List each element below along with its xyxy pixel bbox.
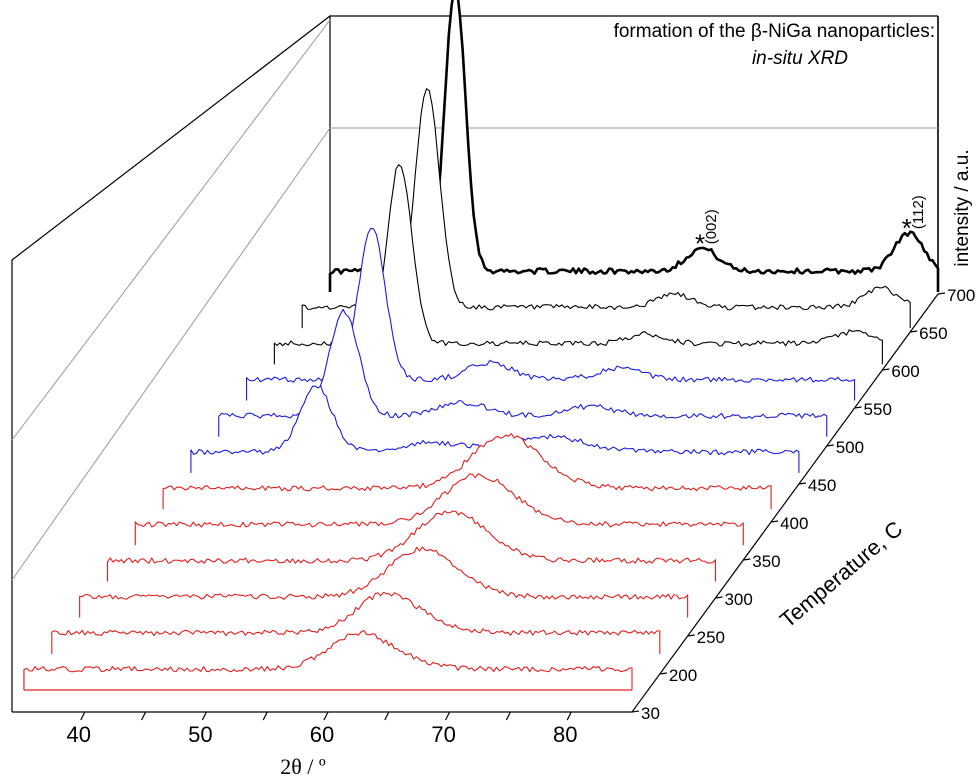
temperature-tick-label: 600 xyxy=(891,362,919,381)
temperature-tick xyxy=(937,292,946,295)
temperature-tick xyxy=(659,672,667,675)
x-minor-tick xyxy=(141,711,147,721)
series-line xyxy=(23,629,633,690)
peak-marker: * xyxy=(902,213,912,243)
xrd-layer-300 xyxy=(106,510,717,582)
temperature-tick-label: 550 xyxy=(864,400,892,419)
x-tick xyxy=(201,711,207,721)
x-minor-tick xyxy=(505,711,511,721)
peak-label: (112) xyxy=(910,195,927,229)
layer-fill xyxy=(218,309,827,437)
series-line xyxy=(51,591,661,654)
xrd-layer-250 xyxy=(79,546,689,618)
peak-annotations: *(011)*(002)*(112) xyxy=(695,195,927,258)
temperature-tick-label: 700 xyxy=(947,286,975,305)
xrd-layer-400 xyxy=(162,433,772,510)
x-tick xyxy=(80,711,86,721)
layer-fill xyxy=(302,88,911,329)
xrd-layer-30 xyxy=(23,629,633,691)
series-line xyxy=(134,473,744,546)
chart-subtitle: in-situ XRD xyxy=(752,48,848,69)
layer-fill xyxy=(246,228,855,401)
x-axis-label: 2θ / º xyxy=(280,754,326,778)
x-tick xyxy=(445,711,451,721)
layer-fill xyxy=(330,0,938,292)
temperature-tick-label: 300 xyxy=(724,590,752,609)
temperature-tick xyxy=(743,558,751,561)
x-tick xyxy=(566,711,572,721)
x-minor-tick xyxy=(384,711,390,721)
layer-fill xyxy=(24,630,632,690)
side-gridline xyxy=(11,127,331,581)
side-wall xyxy=(11,14,331,712)
series-line xyxy=(106,510,717,582)
layer-fill xyxy=(107,511,716,582)
temperature-tick xyxy=(687,634,695,637)
x-tick-label: 80 xyxy=(553,722,577,747)
temperature-tick xyxy=(854,406,862,409)
temperature-tick-label: 650 xyxy=(919,324,947,343)
layer-fill xyxy=(135,473,744,546)
peak-label: (002) xyxy=(703,209,720,244)
xrd-layer-350 xyxy=(134,473,744,546)
temperature-tick xyxy=(631,710,640,713)
temperature-tick xyxy=(910,330,918,333)
peak-marker: * xyxy=(695,228,705,258)
layer-fill xyxy=(79,547,688,618)
series-line xyxy=(162,433,772,510)
temperature-tick xyxy=(798,482,806,485)
x-tick-label: 60 xyxy=(310,722,334,747)
x-minor-tick xyxy=(262,711,268,721)
temperature-tick-label: 250 xyxy=(697,628,725,647)
side-gridline xyxy=(11,19,331,441)
x-tick xyxy=(323,711,329,721)
temperature-tick xyxy=(826,444,834,447)
y-axis-label: intensity / a.u. xyxy=(952,149,973,266)
temperature-tick-label: 200 xyxy=(669,666,697,685)
x-axis-ticks: 40 50 60 70 80 xyxy=(67,711,577,747)
xrd-curves xyxy=(23,0,940,691)
temperature-tick xyxy=(715,596,723,599)
layer-fill xyxy=(190,386,799,473)
chart-title: formation of the β-NiGa nanoparticles: xyxy=(614,21,935,42)
temperature-tick-label: 350 xyxy=(752,552,780,571)
x-tick-label: 40 xyxy=(67,722,91,747)
layer-fill xyxy=(51,592,660,654)
temperature-axis-line xyxy=(631,293,939,713)
series-line xyxy=(79,546,689,618)
temperature-tick xyxy=(771,520,779,523)
layer-fill xyxy=(163,433,772,510)
temperature-tick-label: 30 xyxy=(641,704,660,723)
xrd-layer-200 xyxy=(51,591,661,654)
temperature-tick-label: 450 xyxy=(808,476,836,495)
temperature-tick xyxy=(882,368,890,371)
x-tick-label: 50 xyxy=(188,722,212,747)
x-tick-label: 70 xyxy=(431,722,455,747)
temperature-tick-label: 400 xyxy=(780,514,808,533)
temperature-tick-label: 500 xyxy=(836,438,864,457)
temperature-axis-label: Temperature, C xyxy=(775,516,907,633)
